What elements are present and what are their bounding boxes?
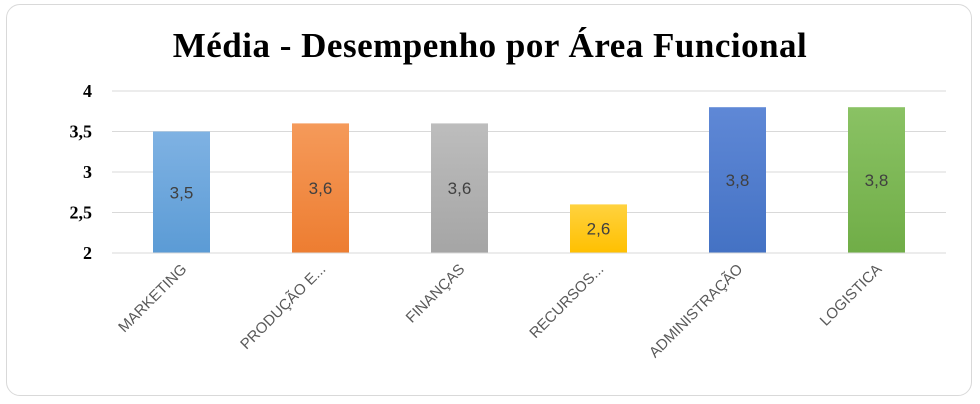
y-tick-label: 3,5 bbox=[70, 122, 93, 142]
x-tick-label: PRODUÇÃO E... bbox=[237, 261, 329, 353]
y-tick-label: 2,5 bbox=[70, 203, 93, 223]
data-label: 3,8 bbox=[726, 171, 750, 190]
bar bbox=[431, 123, 488, 254]
data-label: 3,5 bbox=[170, 183, 194, 202]
y-tick-label: 3 bbox=[83, 162, 92, 182]
chart-title: Média - Desempenho por Área Funcional bbox=[172, 26, 808, 65]
data-label: 3,6 bbox=[309, 179, 333, 198]
y-tick-label: 4 bbox=[83, 81, 92, 101]
data-label: 3,6 bbox=[448, 179, 472, 198]
bar bbox=[153, 131, 210, 253]
x-tick-label: ADMINISTRAÇÃO bbox=[646, 261, 746, 361]
bar bbox=[848, 107, 905, 253]
x-tick-label: MARKETING bbox=[115, 261, 190, 336]
bar bbox=[292, 123, 349, 254]
bar bbox=[570, 204, 627, 253]
x-tick-label: LOGISTICA bbox=[817, 261, 886, 330]
bar bbox=[709, 107, 766, 253]
data-label: 3,8 bbox=[865, 171, 889, 190]
x-tick-label: RECURSOS... bbox=[526, 261, 607, 342]
data-label: 2,6 bbox=[587, 220, 611, 239]
x-tick-label: FINANÇAS bbox=[403, 261, 469, 327]
y-tick-label: 2 bbox=[83, 243, 92, 263]
